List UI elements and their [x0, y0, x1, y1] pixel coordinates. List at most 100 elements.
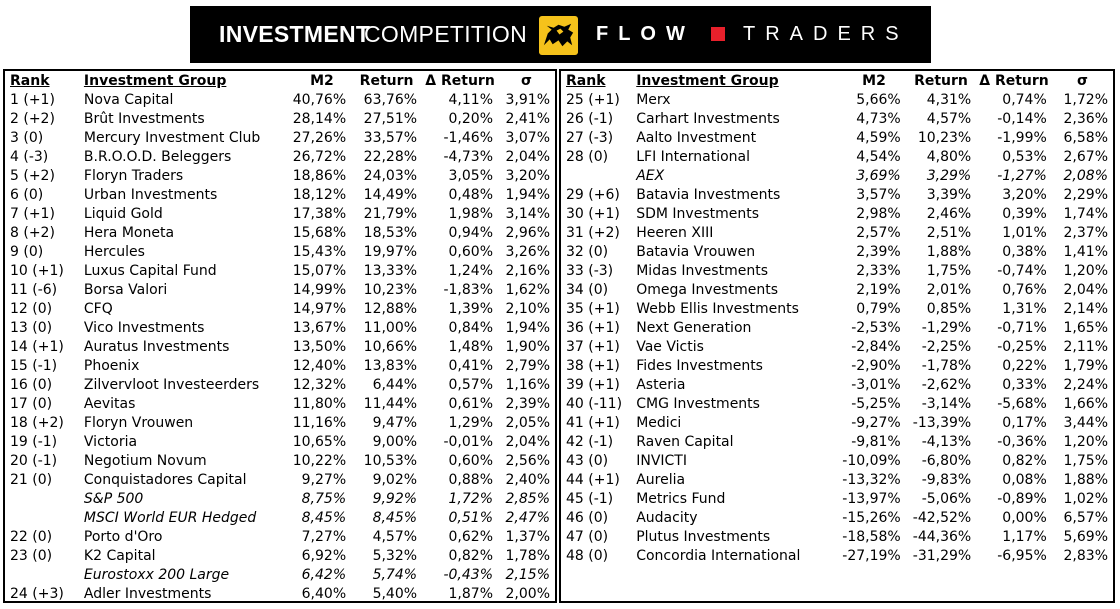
group-cell: CMG Investments — [636, 396, 760, 412]
table-row: 15 (-1) Phoenix 12,40% 13,83% 0,41% 2,79% — [5, 357, 555, 376]
rank-cell: 47 (0) — [566, 529, 609, 545]
table-row: 19 (-1) Victoria 10,65% 9,00% -0,01% 2,04% — [5, 433, 555, 452]
m2-cell: 2,57% — [856, 225, 901, 241]
sigma-cell: 6,58% — [1063, 130, 1108, 146]
table-row: 20 (-1) Negotium Novum 10,22% 10,53% 0,60% 2,… — [5, 452, 555, 471]
table-row: 42 (-1) Raven Capital -9,81% -4,13% -0,36% 1,… — [561, 433, 1113, 452]
m2-cell: 8,75% — [301, 491, 347, 507]
return-cell: 21,79% — [363, 206, 418, 222]
column-header-group: Investment Group — [636, 73, 779, 89]
table-row: 36 (+1) Next Generation -2,53% -1,29% -0,71%… — [561, 319, 1113, 338]
delta-return-cell: 0,57% — [448, 377, 493, 393]
delta-return-cell: -0,89% — [997, 491, 1047, 507]
return-cell: 4,31% — [926, 92, 972, 108]
table-row: 43 (0) INVICTI -10,09% -6,80% 0,82% 1,75% — [561, 452, 1113, 471]
table-row: 38 (+1) Fides Investments -2,90% -1,78% 0,22… — [561, 357, 1113, 376]
return-cell: 5,40% — [372, 586, 418, 602]
delta-return-cell: 1,29% — [448, 415, 493, 431]
table-row: 29 (+6) Batavia Investments 3,57% 3,39% 3,20… — [561, 186, 1113, 205]
return-cell: 5,32% — [372, 548, 418, 564]
m2-cell: -13,32% — [842, 472, 901, 488]
rank-cell — [5, 566, 81, 585]
delta-return-cell: 0,88% — [448, 472, 493, 488]
bull-logo-icon — [539, 16, 578, 55]
delta-return-cell: -6,95% — [997, 548, 1047, 564]
delta-return-cell: 0,51% — [448, 510, 493, 526]
benchmark-row: Eurostoxx 200 Large 6,42% 5,74% -0,43% 2,15% — [5, 566, 555, 585]
sigma-cell: 2,85% — [505, 491, 550, 507]
return-cell: 33,57% — [363, 130, 418, 146]
m2-cell: 7,27% — [301, 529, 347, 545]
table-row: 8 (+2) Hera Moneta 15,68% 18,53% 0,94% 2,96% — [5, 224, 555, 243]
m2-cell: 2,39% — [856, 244, 901, 260]
m2-cell: 10,22% — [292, 453, 347, 469]
m2-cell: 15,43% — [292, 244, 347, 260]
m2-cell: -2,90% — [851, 358, 901, 374]
delta-return-cell: 0,74% — [1002, 92, 1047, 108]
table-row: 18 (+2) Floryn Vrouwen 11,16% 9,47% 1,29% 2,0… — [5, 414, 555, 433]
brand-square-icon — [711, 27, 725, 41]
delta-return-cell: -0,43% — [443, 567, 493, 583]
rank-cell: 18 (+2) — [10, 415, 64, 431]
delta-return-cell: 0,17% — [1002, 415, 1047, 431]
sigma-cell: 2,08% — [1063, 168, 1108, 184]
table-row: 40 (-11) CMG Investments -5,25% -3,14% -5,68… — [561, 395, 1113, 414]
table-row: 48 (0) Concordia International -27,19% -31,… — [561, 547, 1113, 566]
delta-return-cell: 0,60% — [448, 244, 493, 260]
ranking-table: Rank Investment Group M2 Return Δ Return… — [561, 71, 1113, 566]
table-row: 23 (0) K2 Capital 6,92% 5,32% 0,82% 1,78% — [5, 547, 555, 566]
rank-cell: 40 (-11) — [566, 396, 623, 412]
rank-cell: 30 (+1) — [566, 206, 620, 222]
sigma-cell: 3,07% — [505, 130, 550, 146]
rank-cell: 38 (+1) — [566, 358, 620, 374]
rank-cell: 31 (+2) — [566, 225, 620, 241]
table-row: 5 (+2) Floryn Traders 18,86% 24,03% 3,05% 3,2… — [5, 167, 555, 186]
sigma-cell: 1,72% — [1063, 92, 1108, 108]
group-cell: Adler Investments — [83, 586, 212, 602]
rank-cell: 14 (+1) — [10, 339, 64, 355]
table-row: 9 (0) Hercules 15,43% 19,97% 0,60% 3,26% — [5, 243, 555, 262]
return-cell: 2,51% — [926, 225, 972, 241]
rank-cell: 16 (0) — [10, 377, 53, 393]
delta-return-cell: -0,36% — [997, 434, 1047, 450]
sigma-cell: 2,04% — [505, 149, 550, 165]
group-cell: Vae Victis — [636, 339, 704, 355]
table-row: 7 (+1) Liquid Gold 17,38% 21,79% 1,98% 3,14% — [5, 205, 555, 224]
m2-cell: 6,42% — [301, 567, 347, 583]
return-cell: -42,52% — [912, 510, 972, 526]
group-cell: SDM Investments — [636, 206, 760, 222]
delta-return-cell: -0,74% — [997, 263, 1047, 279]
return-cell: -2,25% — [921, 339, 972, 355]
header-banner: INVESTMENT COMPETITION FLOW TRADERS — [190, 6, 931, 63]
delta-return-cell: 1,24% — [448, 263, 493, 279]
return-cell: 9,00% — [372, 434, 418, 450]
group-cell: Webb Ellis Investments — [636, 301, 799, 317]
rank-cell: 28 (0) — [566, 149, 609, 165]
sigma-cell: 2,16% — [505, 263, 550, 279]
return-cell: -4,13% — [921, 434, 972, 450]
group-cell: Aevitas — [83, 396, 136, 412]
return-cell: -9,83% — [921, 472, 972, 488]
m2-cell: 4,73% — [856, 111, 901, 127]
return-cell: 12,88% — [363, 301, 418, 317]
sigma-cell: 6,57% — [1063, 510, 1108, 526]
delta-return-cell: -1,83% — [443, 282, 493, 298]
sigma-cell: 3,20% — [505, 168, 550, 184]
table-row: 30 (+1) SDM Investments 2,98% 2,46% 0,39% 1,7… — [561, 205, 1113, 224]
group-cell: Auratus Investments — [83, 339, 230, 355]
m2-cell: 6,40% — [301, 586, 347, 602]
sigma-cell: 2,83% — [1063, 548, 1108, 564]
group-cell: Luxus Capital Fund — [83, 263, 217, 279]
group-cell: Mercury Investment Club — [83, 130, 261, 146]
benchmark-row: AEX 3,69% 3,29% -1,27% 2,08% — [561, 167, 1113, 186]
rank-cell: 45 (-1) — [566, 491, 614, 507]
group-cell: Medici — [636, 415, 682, 431]
m2-cell: -27,19% — [842, 548, 901, 564]
group-cell: Nova Capital — [83, 92, 174, 108]
return-cell: 3,29% — [926, 168, 972, 184]
m2-cell: 12,40% — [292, 358, 347, 374]
return-cell: -6,80% — [921, 453, 972, 469]
rank-cell: 8 (+2) — [10, 225, 55, 241]
sigma-cell: 2,79% — [505, 358, 550, 374]
rank-cell: 7 (+1) — [10, 206, 55, 222]
